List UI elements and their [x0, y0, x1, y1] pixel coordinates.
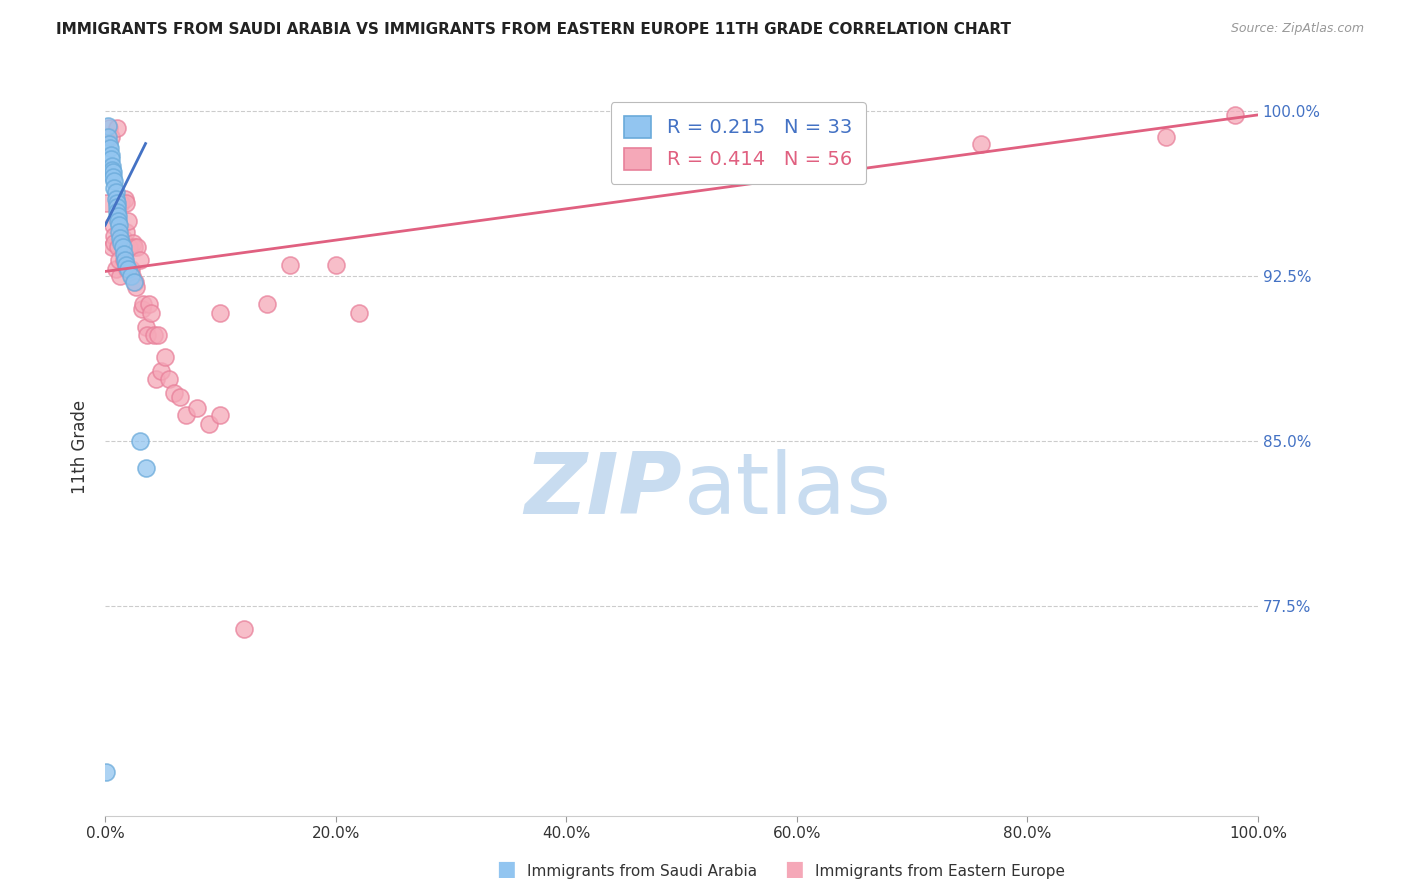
Point — [111, 231, 134, 245]
Point — [112, 253, 135, 268]
Point — [117, 262, 139, 277]
Point — [115, 225, 138, 239]
Point — [120, 268, 142, 283]
Point — [103, 229, 125, 244]
Text: Immigrants from Saudi Arabia: Immigrants from Saudi Arabia — [527, 863, 758, 879]
Point — [110, 196, 132, 211]
Point — [163, 385, 186, 400]
Point — [97, 136, 120, 151]
Text: atlas: atlas — [683, 450, 891, 533]
Point — [132, 297, 155, 311]
Point — [186, 401, 208, 416]
Point — [105, 196, 128, 211]
Point — [107, 240, 129, 254]
Point — [145, 372, 167, 386]
Point — [96, 130, 118, 145]
Text: ■: ■ — [785, 859, 804, 879]
Text: IMMIGRANTS FROM SAUDI ARABIA VS IMMIGRANTS FROM EASTERN EUROPE 11TH GRADE CORREL: IMMIGRANTS FROM SAUDI ARABIA VS IMMIGRAN… — [56, 22, 1011, 37]
Point — [120, 262, 142, 277]
Point — [198, 417, 221, 431]
Point — [232, 622, 254, 636]
Point — [101, 159, 124, 173]
Point — [101, 240, 124, 254]
Point — [103, 180, 125, 194]
Point — [1154, 130, 1177, 145]
Point — [96, 119, 118, 133]
Point — [153, 351, 176, 365]
Y-axis label: 11th Grade: 11th Grade — [72, 400, 89, 494]
Point — [108, 253, 131, 268]
Point — [110, 235, 132, 250]
Point — [107, 213, 129, 227]
Point — [108, 268, 131, 283]
Point — [114, 253, 136, 268]
Point — [122, 235, 145, 250]
Point — [101, 163, 124, 178]
Point — [142, 328, 165, 343]
Point — [141, 306, 163, 320]
Point — [96, 196, 118, 211]
Point — [103, 169, 125, 184]
Text: ZIP: ZIP — [524, 450, 682, 533]
Point — [325, 258, 347, 272]
Point — [104, 192, 127, 206]
Text: Source: ZipAtlas.com: Source: ZipAtlas.com — [1230, 22, 1364, 36]
Point — [96, 764, 118, 779]
Point — [128, 434, 150, 449]
Point — [114, 192, 136, 206]
Point — [98, 141, 121, 155]
Point — [122, 240, 145, 254]
Point — [148, 328, 170, 343]
Point — [118, 240, 141, 254]
Point — [1223, 108, 1246, 122]
Point — [112, 247, 135, 261]
Point — [174, 408, 197, 422]
Point — [103, 218, 125, 232]
Point — [103, 174, 125, 188]
Point — [209, 408, 232, 422]
Point — [100, 152, 122, 166]
Point — [115, 258, 138, 272]
Point — [105, 121, 128, 136]
Point — [105, 205, 128, 219]
Point — [100, 130, 122, 145]
Point — [970, 136, 993, 151]
Point — [122, 276, 145, 290]
Point — [209, 306, 232, 320]
Point — [103, 235, 125, 250]
Point — [169, 390, 191, 404]
Point — [107, 210, 129, 224]
Point — [128, 253, 150, 268]
Point — [149, 363, 172, 377]
Point — [100, 147, 122, 161]
Point — [108, 231, 131, 245]
Point — [131, 301, 153, 316]
Point — [104, 262, 127, 277]
Point — [157, 372, 180, 386]
Point — [125, 280, 148, 294]
Point — [97, 121, 120, 136]
Point — [108, 225, 131, 239]
Point — [135, 319, 157, 334]
Point — [105, 201, 128, 215]
Point — [115, 196, 138, 211]
Point — [135, 328, 157, 343]
Text: ■: ■ — [496, 859, 516, 879]
Point — [127, 240, 149, 254]
Point — [111, 240, 134, 254]
Point — [103, 165, 125, 179]
Text: Immigrants from Eastern Europe: Immigrants from Eastern Europe — [815, 863, 1066, 879]
Point — [138, 297, 160, 311]
Point — [256, 297, 278, 311]
Legend: R = 0.215   N = 33, R = 0.414   N = 56: R = 0.215 N = 33, R = 0.414 N = 56 — [610, 102, 866, 184]
Point — [121, 268, 143, 283]
Point — [135, 460, 157, 475]
Point — [108, 218, 131, 232]
Point — [115, 262, 138, 277]
Point — [347, 306, 370, 320]
Point — [104, 185, 127, 199]
Point — [117, 213, 139, 227]
Point — [278, 258, 301, 272]
Point — [124, 276, 146, 290]
